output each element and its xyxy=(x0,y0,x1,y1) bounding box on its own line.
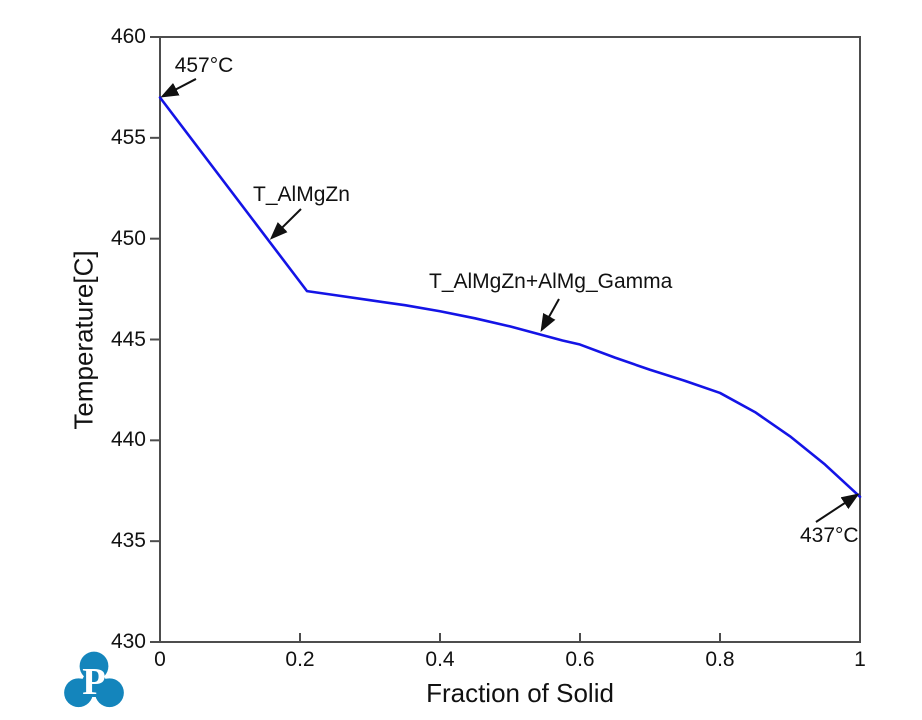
x-tick-label: 0.6 xyxy=(565,648,595,671)
pandat-logo-letter: P xyxy=(82,661,105,703)
pandat-logo: P xyxy=(64,651,124,708)
solidification-curve xyxy=(158,96,862,499)
x-tick-label: 0.2 xyxy=(285,648,315,671)
plot-border xyxy=(159,36,861,643)
x-axis-title: Fraction of Solid xyxy=(426,678,614,708)
y-tick-label: 435 xyxy=(110,529,146,553)
y-tick-label: 440 xyxy=(110,428,146,452)
annotation-label: 437°C xyxy=(800,524,859,548)
x-tick-label: 0 xyxy=(154,648,166,671)
plot-frame xyxy=(159,36,861,643)
annotation-arrow xyxy=(540,298,560,333)
y-tick-label: 460 xyxy=(110,25,146,48)
annotation-label: 457°C xyxy=(174,53,234,77)
y-axis-title: Temperature[C] xyxy=(68,250,99,430)
y-tick-label: 445 xyxy=(110,327,146,351)
annotation-arrow xyxy=(160,78,197,98)
y-tick-label: 430 xyxy=(110,630,146,653)
x-tick-label: 1 xyxy=(854,648,866,671)
annotation-arrow xyxy=(269,208,302,240)
x-tick-label: 0.8 xyxy=(705,648,735,671)
annotation-arrow xyxy=(815,493,860,523)
annotation-arrows xyxy=(160,78,860,523)
axis-ticks xyxy=(150,36,861,643)
data-series xyxy=(158,96,862,499)
annotation-label: T_AlMgZn xyxy=(253,183,350,206)
y-tick-label: 455 xyxy=(110,125,146,149)
x-tick-label: 0.4 xyxy=(425,648,455,671)
pandat-logo-cloud xyxy=(64,651,124,708)
y-tick-label: 450 xyxy=(110,226,146,250)
annotation-label: T_AlMgZn+AlMg_Gamma xyxy=(429,269,673,293)
